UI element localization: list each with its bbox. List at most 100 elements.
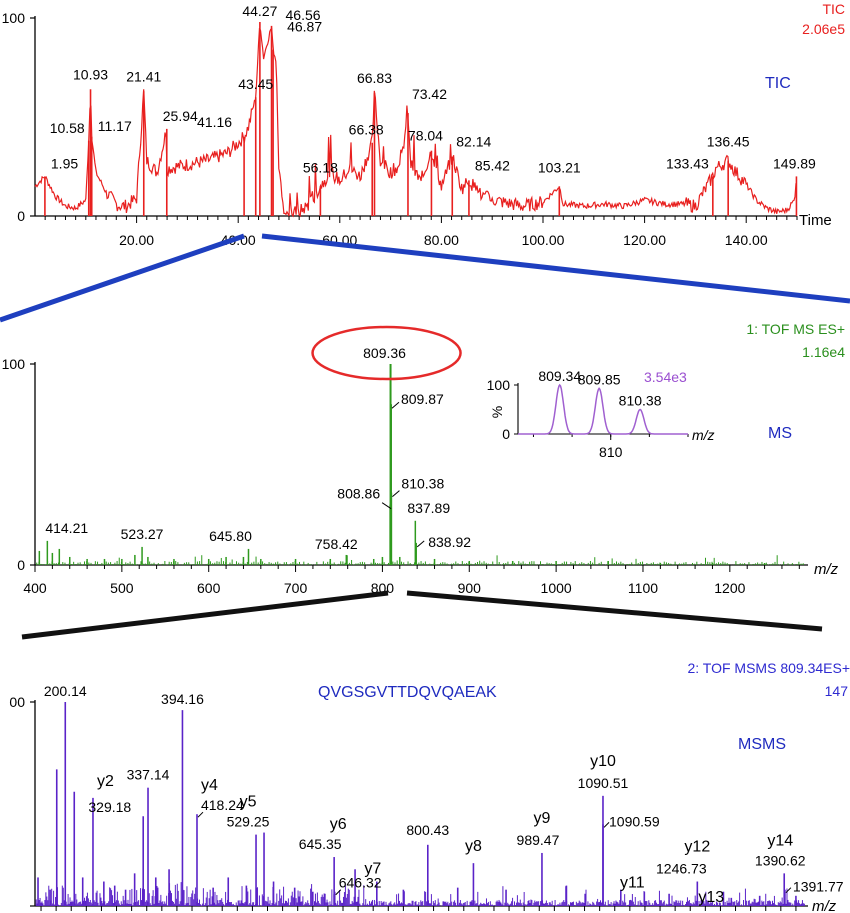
x-tick-label: 1000 bbox=[541, 580, 572, 596]
peak-label: 809.87 bbox=[401, 391, 444, 407]
peak-label: 46.87 bbox=[287, 19, 322, 35]
fragment-ion-label: y14 bbox=[767, 832, 793, 849]
peak-label: 809.36 bbox=[363, 345, 406, 361]
fragment-ion-label: y6 bbox=[330, 816, 347, 833]
label-leader bbox=[785, 887, 792, 894]
peak-label: 1246.73 bbox=[656, 861, 707, 877]
tic-title: TIC bbox=[765, 75, 791, 92]
ms-header: 1: TOF MS ES+ bbox=[746, 321, 845, 337]
x-tick-label: 1100 bbox=[628, 580, 658, 596]
peak-label: 78.04 bbox=[408, 128, 443, 144]
peak-label: 646.32 bbox=[339, 875, 382, 891]
peak-label: 989.47 bbox=[517, 832, 560, 848]
x-axis-label: Time bbox=[799, 212, 832, 229]
msms-title: MSMS bbox=[738, 736, 786, 753]
peak-label: 337.14 bbox=[127, 767, 170, 783]
peak-label: 85.42 bbox=[475, 157, 510, 173]
peak-label: 43.45 bbox=[238, 76, 273, 92]
inset-y-label: % bbox=[489, 406, 505, 418]
peak-label: 1390.62 bbox=[755, 852, 806, 868]
peak-label: 136.45 bbox=[707, 134, 750, 150]
peak-label: 44.27 bbox=[242, 3, 277, 19]
x-tick-label: 80.00 bbox=[424, 232, 459, 248]
peak-label: 329.18 bbox=[88, 799, 131, 815]
fragment-ion-label: y10 bbox=[590, 753, 616, 770]
tic-trace bbox=[34, 27, 797, 218]
y-tick-label: 00 bbox=[9, 694, 25, 710]
peak-label: 1090.51 bbox=[578, 775, 629, 791]
peak-label: 838.92 bbox=[428, 534, 471, 550]
msms-header: 2: TOF MSMS 809.34ES+ bbox=[687, 660, 850, 676]
ms-intensity: 1.16e4 bbox=[802, 344, 845, 360]
fragment-ion-label: y12 bbox=[684, 839, 710, 856]
ms-title: MS bbox=[768, 425, 792, 442]
x-tick-label: 400 bbox=[23, 580, 47, 596]
x-axis-label: m/z bbox=[814, 561, 839, 578]
peak-label: 25.94 bbox=[163, 108, 198, 124]
zoom-connector-right bbox=[261, 233, 850, 304]
inset-y-tick-label: 100 bbox=[487, 377, 511, 393]
peak-label: 10.93 bbox=[73, 66, 108, 82]
y-tick-label: 100 bbox=[2, 356, 26, 372]
peak-label: 418.24 bbox=[201, 797, 244, 813]
msms-panel: 00m/z200.14y2329.18337.14394.16y4418.24y… bbox=[9, 660, 850, 913]
label-leader bbox=[603, 822, 610, 828]
peak-label: 66.83 bbox=[357, 70, 392, 86]
fragment-ion-label: y11 bbox=[620, 875, 645, 892]
tic-panel: 010020.0040.0060.0080.00100.00120.00140.… bbox=[2, 1, 846, 248]
peak-label: 1391.77 bbox=[793, 879, 844, 895]
highlight-circle bbox=[311, 325, 462, 381]
x-tick-label: 1200 bbox=[714, 580, 745, 596]
x-tick-label: 500 bbox=[110, 580, 134, 596]
fragment-ion-label: y9 bbox=[534, 810, 551, 827]
tic-intensity: 2.06e5 bbox=[802, 21, 845, 37]
peak-label: 103.21 bbox=[538, 159, 581, 175]
peptide-sequence: QVGSGVTTDQVQAEAK bbox=[318, 684, 497, 701]
fragment-ion-label: y13 bbox=[698, 889, 724, 906]
inset-x-label: m/z bbox=[692, 427, 715, 443]
x-axis-label: m/z bbox=[812, 898, 837, 913]
inset-intensity: 3.54e3 bbox=[644, 369, 687, 385]
x-tick-label: 900 bbox=[458, 580, 482, 596]
peak-label: 808.86 bbox=[337, 486, 380, 502]
peak-label: 837.89 bbox=[407, 500, 450, 516]
isotope-trace bbox=[518, 383, 688, 435]
peak-label: 46.56 bbox=[286, 7, 321, 23]
peak-label: 645.80 bbox=[209, 528, 252, 544]
peak-label: 523.27 bbox=[121, 526, 164, 542]
tic-header: TIC bbox=[822, 1, 845, 17]
inset-x-tick-label: 810 bbox=[599, 444, 623, 460]
x-tick-label: 140.00 bbox=[725, 232, 768, 248]
peak-label: 800.43 bbox=[406, 822, 449, 838]
fragment-ion-label: y4 bbox=[201, 777, 218, 794]
peak-label: 394.16 bbox=[161, 691, 204, 707]
peak-label: 41.16 bbox=[197, 114, 232, 130]
peak-label: 133.43 bbox=[666, 155, 709, 171]
label-leader bbox=[391, 401, 400, 409]
zoom-connector-left bbox=[21, 590, 389, 640]
peak-label: 1090.59 bbox=[609, 813, 660, 829]
inset-y-tick-label: 0 bbox=[502, 426, 510, 442]
peak-label: 73.42 bbox=[412, 86, 447, 102]
label-leader bbox=[416, 540, 425, 548]
y-tick-label: 0 bbox=[17, 557, 25, 573]
isotope-peak-label: 810.38 bbox=[619, 393, 662, 409]
peak-label: 149.89 bbox=[773, 155, 816, 171]
peak-label: 758.42 bbox=[315, 536, 358, 552]
peak-label: 10.58 bbox=[50, 120, 85, 136]
peak-label: 810.38 bbox=[401, 476, 444, 492]
x-tick-label: 700 bbox=[284, 580, 308, 596]
label-leader bbox=[197, 811, 204, 818]
peak-label: 21.41 bbox=[126, 68, 161, 84]
label-leader bbox=[335, 889, 342, 896]
fragment-ion-label: y7 bbox=[364, 861, 381, 878]
x-tick-label: 120.00 bbox=[623, 232, 666, 248]
peak-label: 414.21 bbox=[45, 520, 88, 536]
isotope-peak-label: 809.85 bbox=[578, 371, 621, 387]
y-tick-label: 0 bbox=[17, 208, 25, 224]
msms-intensity: 147 bbox=[825, 683, 849, 699]
peak-label: 529.25 bbox=[227, 814, 270, 830]
